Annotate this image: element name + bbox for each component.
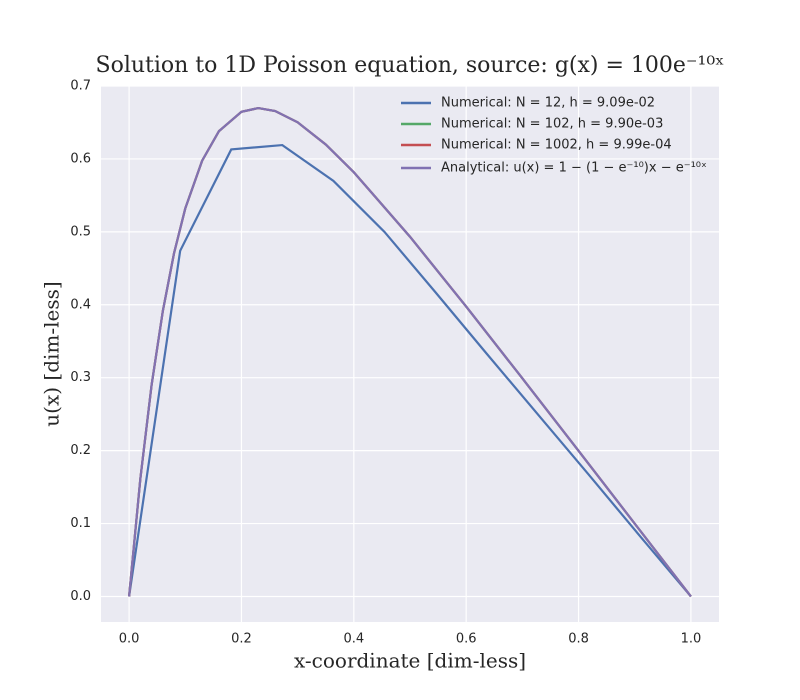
y-tick-label: 0.0 [70,589,91,604]
legend-label: Analytical: u(x) = 1 − (1 − e⁻¹⁰)x − e⁻¹… [441,161,707,176]
plot-area [101,86,719,622]
chart-title: Solution to 1D Poisson equation, source:… [96,53,725,78]
legend-label: Numerical: N = 1002, h = 9.99e-04 [441,138,672,153]
x-tick-label: 0.4 [343,632,364,647]
y-tick-label: 0.4 [70,297,91,312]
x-tick-label: 1.0 [681,632,702,647]
legend-label: Numerical: N = 102, h = 9.90e-03 [441,117,663,132]
x-tick-label: 0.2 [231,632,252,647]
x-tick-label: 0.8 [568,632,589,647]
legend-label: Numerical: N = 12, h = 9.09e-02 [441,96,655,111]
series-line [128,143,692,598]
y-tick-label: 0.1 [70,516,91,531]
x-tick-label: 0.0 [119,632,140,647]
y-axis-label: u(x) [dim-less] [40,281,64,426]
y-tick-label: 0.6 [70,151,91,166]
lines [127,106,692,598]
y-tick-label: 0.3 [70,370,91,385]
grid [101,85,719,622]
series-line [127,106,692,598]
y-tick-label: 0.5 [70,224,91,239]
x-tick-label: 0.6 [456,632,477,647]
y-tick-label: 0.7 [70,79,91,94]
legend: Numerical: N = 12, h = 9.09e-02 Numerical… [401,96,707,176]
x-axis-label: x-coordinate [dim-less] [294,649,526,673]
y-tick-label: 0.2 [70,443,91,458]
